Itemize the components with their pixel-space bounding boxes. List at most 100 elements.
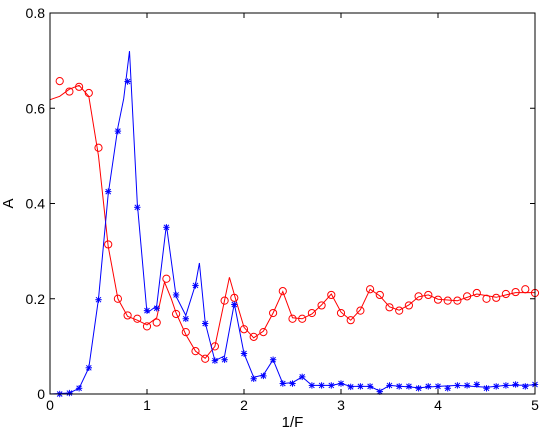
x-tick-label: 3 (337, 397, 345, 413)
series-0-point (239, 325, 249, 334)
series-0-point (142, 322, 152, 331)
series-1-point (250, 375, 257, 382)
series-0-point (511, 287, 520, 297)
series-0-point (220, 296, 229, 305)
series-1-point (269, 356, 277, 363)
series-1-point (143, 307, 151, 314)
series-1-point (483, 385, 490, 392)
series-1-point (493, 383, 500, 390)
series-1-point (415, 385, 422, 392)
series-0-point (288, 314, 297, 323)
series-0-point (492, 293, 501, 302)
series-0-point (424, 290, 433, 300)
series-1-point (318, 382, 325, 389)
series-1-point (347, 383, 354, 391)
series-1-point (512, 381, 519, 388)
series-1-point (308, 382, 316, 389)
series-1-point (522, 383, 529, 390)
series-0-point (404, 301, 413, 310)
y-tick-label: 0.4 (26, 196, 46, 212)
series-0-point (113, 294, 123, 303)
x-tick-label: 1 (143, 397, 151, 413)
series-1-point (463, 382, 471, 389)
series-0-point (162, 274, 171, 283)
series-0-point (249, 332, 258, 341)
y-tick-label: 0.8 (26, 5, 46, 21)
series-1-point (231, 301, 238, 308)
series-0-point (346, 316, 355, 325)
series-0-point (191, 347, 200, 356)
y-axis-label: A (0, 198, 17, 208)
series-0-point (152, 318, 161, 327)
series-1-point (211, 357, 219, 364)
series-0-point (453, 296, 462, 305)
series-1-point (434, 383, 442, 390)
series-0-point (65, 87, 74, 96)
series-1-point (444, 385, 451, 392)
series-0-point (414, 292, 423, 301)
series-1-point (105, 188, 112, 195)
series-0-point (385, 303, 394, 312)
series-1-point (396, 383, 403, 390)
series-0-point (201, 354, 210, 363)
series-0-point (307, 308, 316, 318)
series-0-point (55, 77, 64, 86)
series-1-point (202, 320, 209, 327)
series-1-line (49, 51, 536, 395)
series-0-point (317, 301, 326, 310)
series-0-point (433, 295, 443, 304)
series-0-point (84, 88, 93, 98)
x-tick-label: 0 (46, 397, 54, 413)
series-0-point (94, 143, 103, 152)
y-tick-label: 0 (37, 386, 45, 402)
series-1-point (221, 356, 228, 363)
series-1-point (85, 364, 92, 372)
series-0-point (375, 290, 384, 300)
series-0-point (463, 292, 472, 301)
x-axis-label: 1/F (282, 414, 304, 431)
series-1-point (153, 305, 160, 312)
series-1-point (182, 315, 189, 322)
series-0-point (521, 285, 530, 294)
series-1-point (405, 383, 413, 390)
series-1-point (240, 350, 248, 357)
series-0-point (123, 311, 132, 320)
series-1-point (289, 380, 296, 387)
axes: 0 1 2 3 4 5 0 0.2 0.4 0.6 0.8 (26, 5, 540, 413)
series-1-point (163, 224, 170, 231)
series-0-point (259, 327, 268, 337)
series-1-point (328, 382, 335, 389)
series-1-point (502, 382, 510, 389)
x-tick-label: 5 (531, 397, 539, 413)
y-tick-label: 0.6 (26, 100, 46, 116)
x-tick-label: 2 (240, 397, 248, 413)
x-tick-label: 4 (434, 397, 442, 413)
series-1-point (299, 373, 306, 381)
series-0-point (75, 82, 84, 91)
series-1-point (366, 383, 374, 390)
series-1-point (172, 291, 180, 299)
series-1-point (425, 383, 432, 390)
series-0-point (336, 308, 346, 318)
series-1-point (124, 78, 131, 85)
series-1-point (66, 389, 73, 397)
y-tick-label: 0.2 (26, 291, 46, 307)
series-0-point (298, 314, 307, 323)
series-0-point (356, 306, 365, 315)
series-0-point (366, 285, 375, 294)
series-0-point (395, 306, 404, 315)
axes-box (49, 12, 536, 395)
series-0-point (133, 314, 142, 323)
series-0-point (327, 290, 336, 300)
series-1-point (134, 204, 141, 211)
series-0-line (49, 84, 535, 359)
series-1-point (192, 282, 199, 289)
series-0-point (482, 294, 491, 303)
series-1-point (337, 380, 345, 387)
series-0-point (278, 287, 287, 296)
series-1-point (260, 372, 267, 380)
series-1-point (75, 385, 83, 392)
series-0-point (172, 309, 181, 319)
series-1-point (454, 382, 461, 389)
